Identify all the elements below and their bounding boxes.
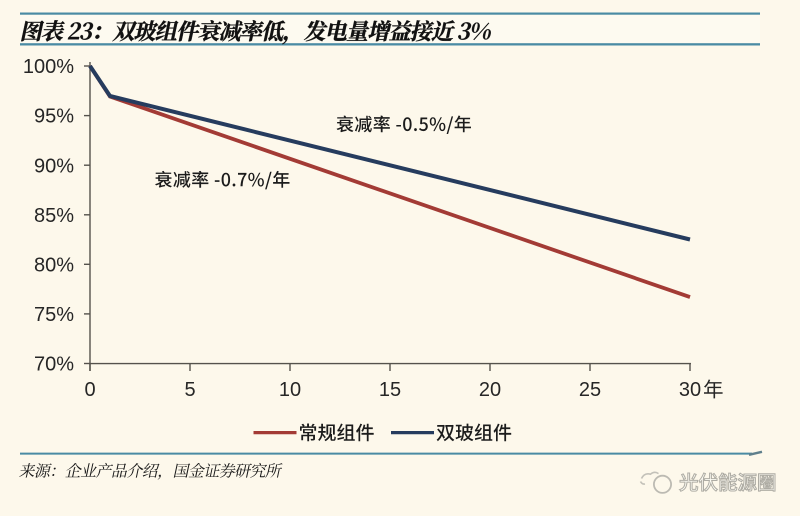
svg-text:85%: 85% — [34, 205, 74, 227]
svg-text:0: 0 — [84, 379, 95, 401]
svg-text:90%: 90% — [34, 155, 74, 177]
svg-text:10: 10 — [279, 379, 301, 401]
svg-text:80%: 80% — [34, 254, 74, 276]
svg-text:5: 5 — [184, 379, 195, 401]
svg-text:30: 30 — [679, 379, 701, 401]
svg-text:20: 20 — [479, 379, 501, 401]
svg-text:95%: 95% — [34, 106, 74, 128]
svg-text:70%: 70% — [34, 354, 74, 376]
svg-text:75%: 75% — [34, 304, 74, 326]
svg-text:100%: 100% — [23, 56, 74, 78]
svg-text:25: 25 — [579, 379, 601, 401]
svg-text:15: 15 — [379, 379, 401, 401]
